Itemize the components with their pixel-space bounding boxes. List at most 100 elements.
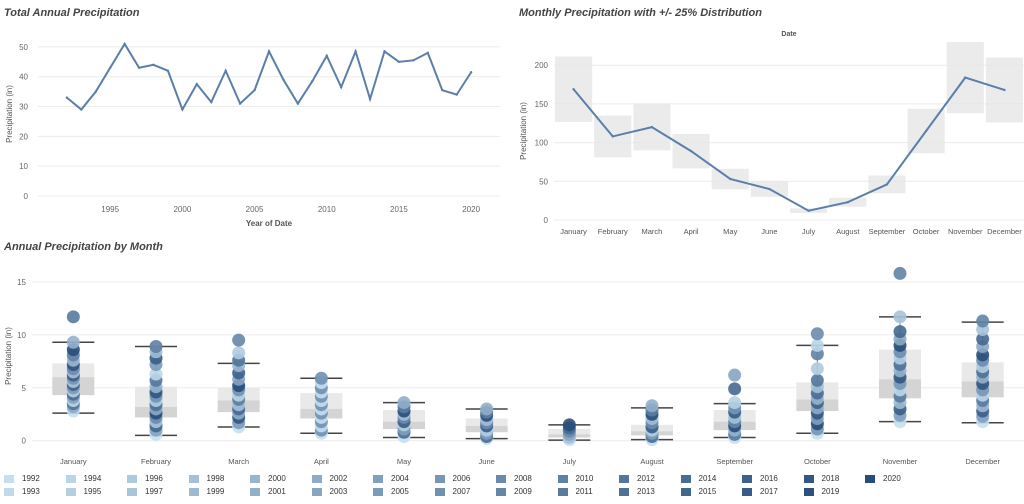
year-data-point (480, 402, 494, 416)
monthly-data-point (846, 201, 849, 204)
legend-item-2020[interactable]: 2020 (865, 474, 901, 483)
legend-item-2006[interactable]: 2006 (434, 474, 470, 483)
x-tick-label: August (640, 457, 664, 466)
y-tick-label: 20 (19, 132, 28, 141)
legend-item-2015[interactable]: 2015 (680, 487, 717, 496)
year-data-point (976, 314, 990, 328)
x-tick-label: October (804, 457, 831, 466)
annual-data-point (94, 90, 97, 93)
legend-item-2014[interactable]: 2014 (680, 474, 716, 483)
annual-data-point (325, 54, 328, 58)
legend-item-1995[interactable]: 1995 (65, 487, 102, 496)
monthly-data-point (572, 88, 575, 91)
annual-data-point (426, 51, 430, 55)
annual-data-point (224, 69, 227, 72)
x-tick-label: March (228, 457, 249, 466)
legend-item-2002[interactable]: 2002 (311, 474, 347, 483)
year-data-point (66, 335, 80, 349)
annual-data-point (354, 50, 357, 53)
x-tick-label: 2015 (390, 205, 408, 214)
legend-label: 2003 (329, 487, 348, 496)
annual-data-point (339, 85, 343, 89)
x-tick-label: November (883, 457, 918, 466)
year-data-point (893, 310, 907, 324)
x-tick-label: January (560, 227, 587, 236)
legend-item-1996[interactable]: 1996 (127, 474, 163, 483)
y-axis-title: Precipitation (in) (4, 327, 13, 385)
monthly-data-point (768, 187, 771, 191)
legend-label: 1992 (22, 474, 40, 483)
legend-label: 2017 (760, 487, 778, 496)
monthly-data-point (807, 209, 810, 212)
year-data-point (810, 327, 824, 341)
y-tick-label: 0 (544, 216, 549, 225)
year-data-point (66, 310, 80, 324)
y-tick-label: 15 (17, 278, 26, 287)
legend-item-2012[interactable]: 2012 (619, 474, 655, 483)
legend-label: 2001 (268, 487, 286, 496)
legend-swatch (373, 474, 383, 483)
legend-label: 2018 (821, 474, 840, 483)
year-data-point (728, 396, 742, 410)
legend-item-2010[interactable]: 2010 (557, 474, 594, 483)
legend-item-2007[interactable]: 2007 (434, 487, 470, 496)
year-data-point (893, 325, 907, 339)
legend-item-2009[interactable]: 2009 (496, 487, 532, 496)
y-tick-label: 30 (19, 103, 28, 112)
x-tick-label: 2000 (173, 205, 191, 214)
legend-item-2001[interactable]: 2001 (250, 487, 286, 496)
year-data-point (645, 399, 659, 413)
legend-item-2013[interactable]: 2013 (619, 487, 655, 496)
legend-label: 2015 (698, 487, 717, 496)
monthly-data-point (689, 149, 693, 153)
legend-item-2005[interactable]: 2005 (373, 487, 409, 496)
legend-swatch (557, 487, 568, 496)
y-tick-label: 10 (17, 331, 26, 340)
column-header-date: Date (781, 31, 796, 38)
legend-item-2008[interactable]: 2008 (496, 474, 532, 483)
year-data-point (810, 338, 824, 352)
monthly-data-point (1003, 88, 1006, 92)
legend-item-2017[interactable]: 2017 (742, 487, 778, 496)
legend-item-2018[interactable]: 2018 (803, 474, 840, 483)
x-axis-title: Year of Date (246, 219, 293, 228)
legend-item-1992[interactable]: 1992 (4, 474, 40, 483)
annual-data-point (166, 69, 170, 72)
legend-label: 2019 (821, 487, 840, 496)
y-tick-label: 0 (22, 437, 27, 446)
legend-label: 1997 (145, 487, 163, 496)
legend-item-1997[interactable]: 1997 (127, 487, 163, 496)
x-tick-label: February (598, 227, 628, 236)
legend-item-1994[interactable]: 1994 (65, 474, 101, 483)
legend-label: 1993 (22, 487, 40, 496)
legend-item-2019[interactable]: 2019 (803, 487, 840, 496)
precipitation-by-month-chart: 0 5 10 15 Precipitation (in) January February M… (4, 266, 1024, 466)
annual-data-point (469, 71, 473, 74)
legend-label: 2008 (514, 474, 532, 483)
legend-item-2000[interactable]: 2000 (250, 474, 286, 483)
legend-item-2016[interactable]: 2016 (742, 474, 778, 483)
legend-swatch (496, 474, 506, 483)
x-tick-label: July (563, 457, 577, 466)
y-tick-label: 40 (19, 73, 28, 82)
legend-item-1999[interactable]: 1999 (188, 487, 224, 496)
x-tick-label: 2005 (246, 205, 264, 214)
legend-item-1993[interactable]: 1993 (4, 487, 40, 496)
legend-label: 1995 (83, 487, 102, 496)
monthly-data-point (650, 125, 654, 129)
x-tick-label: June (761, 227, 777, 236)
legend-swatch (619, 474, 629, 483)
legend-item-1998[interactable]: 1998 (188, 474, 224, 483)
legend-item-2004[interactable]: 2004 (373, 474, 409, 483)
legend-label: 2010 (575, 474, 594, 483)
annual-data-point (108, 66, 112, 69)
legend-swatch (680, 474, 691, 483)
legend-label: 1996 (145, 474, 163, 483)
annual-data-point (210, 100, 213, 104)
annual-data-point (282, 78, 285, 81)
x-tick-label: June (479, 457, 495, 466)
legend-item-2011[interactable]: 2011 (557, 487, 593, 496)
x-tick-label: March (641, 227, 662, 236)
legend-item-2003[interactable]: 2003 (311, 487, 348, 496)
y-axis-title: Precipitation (in) (5, 85, 14, 143)
